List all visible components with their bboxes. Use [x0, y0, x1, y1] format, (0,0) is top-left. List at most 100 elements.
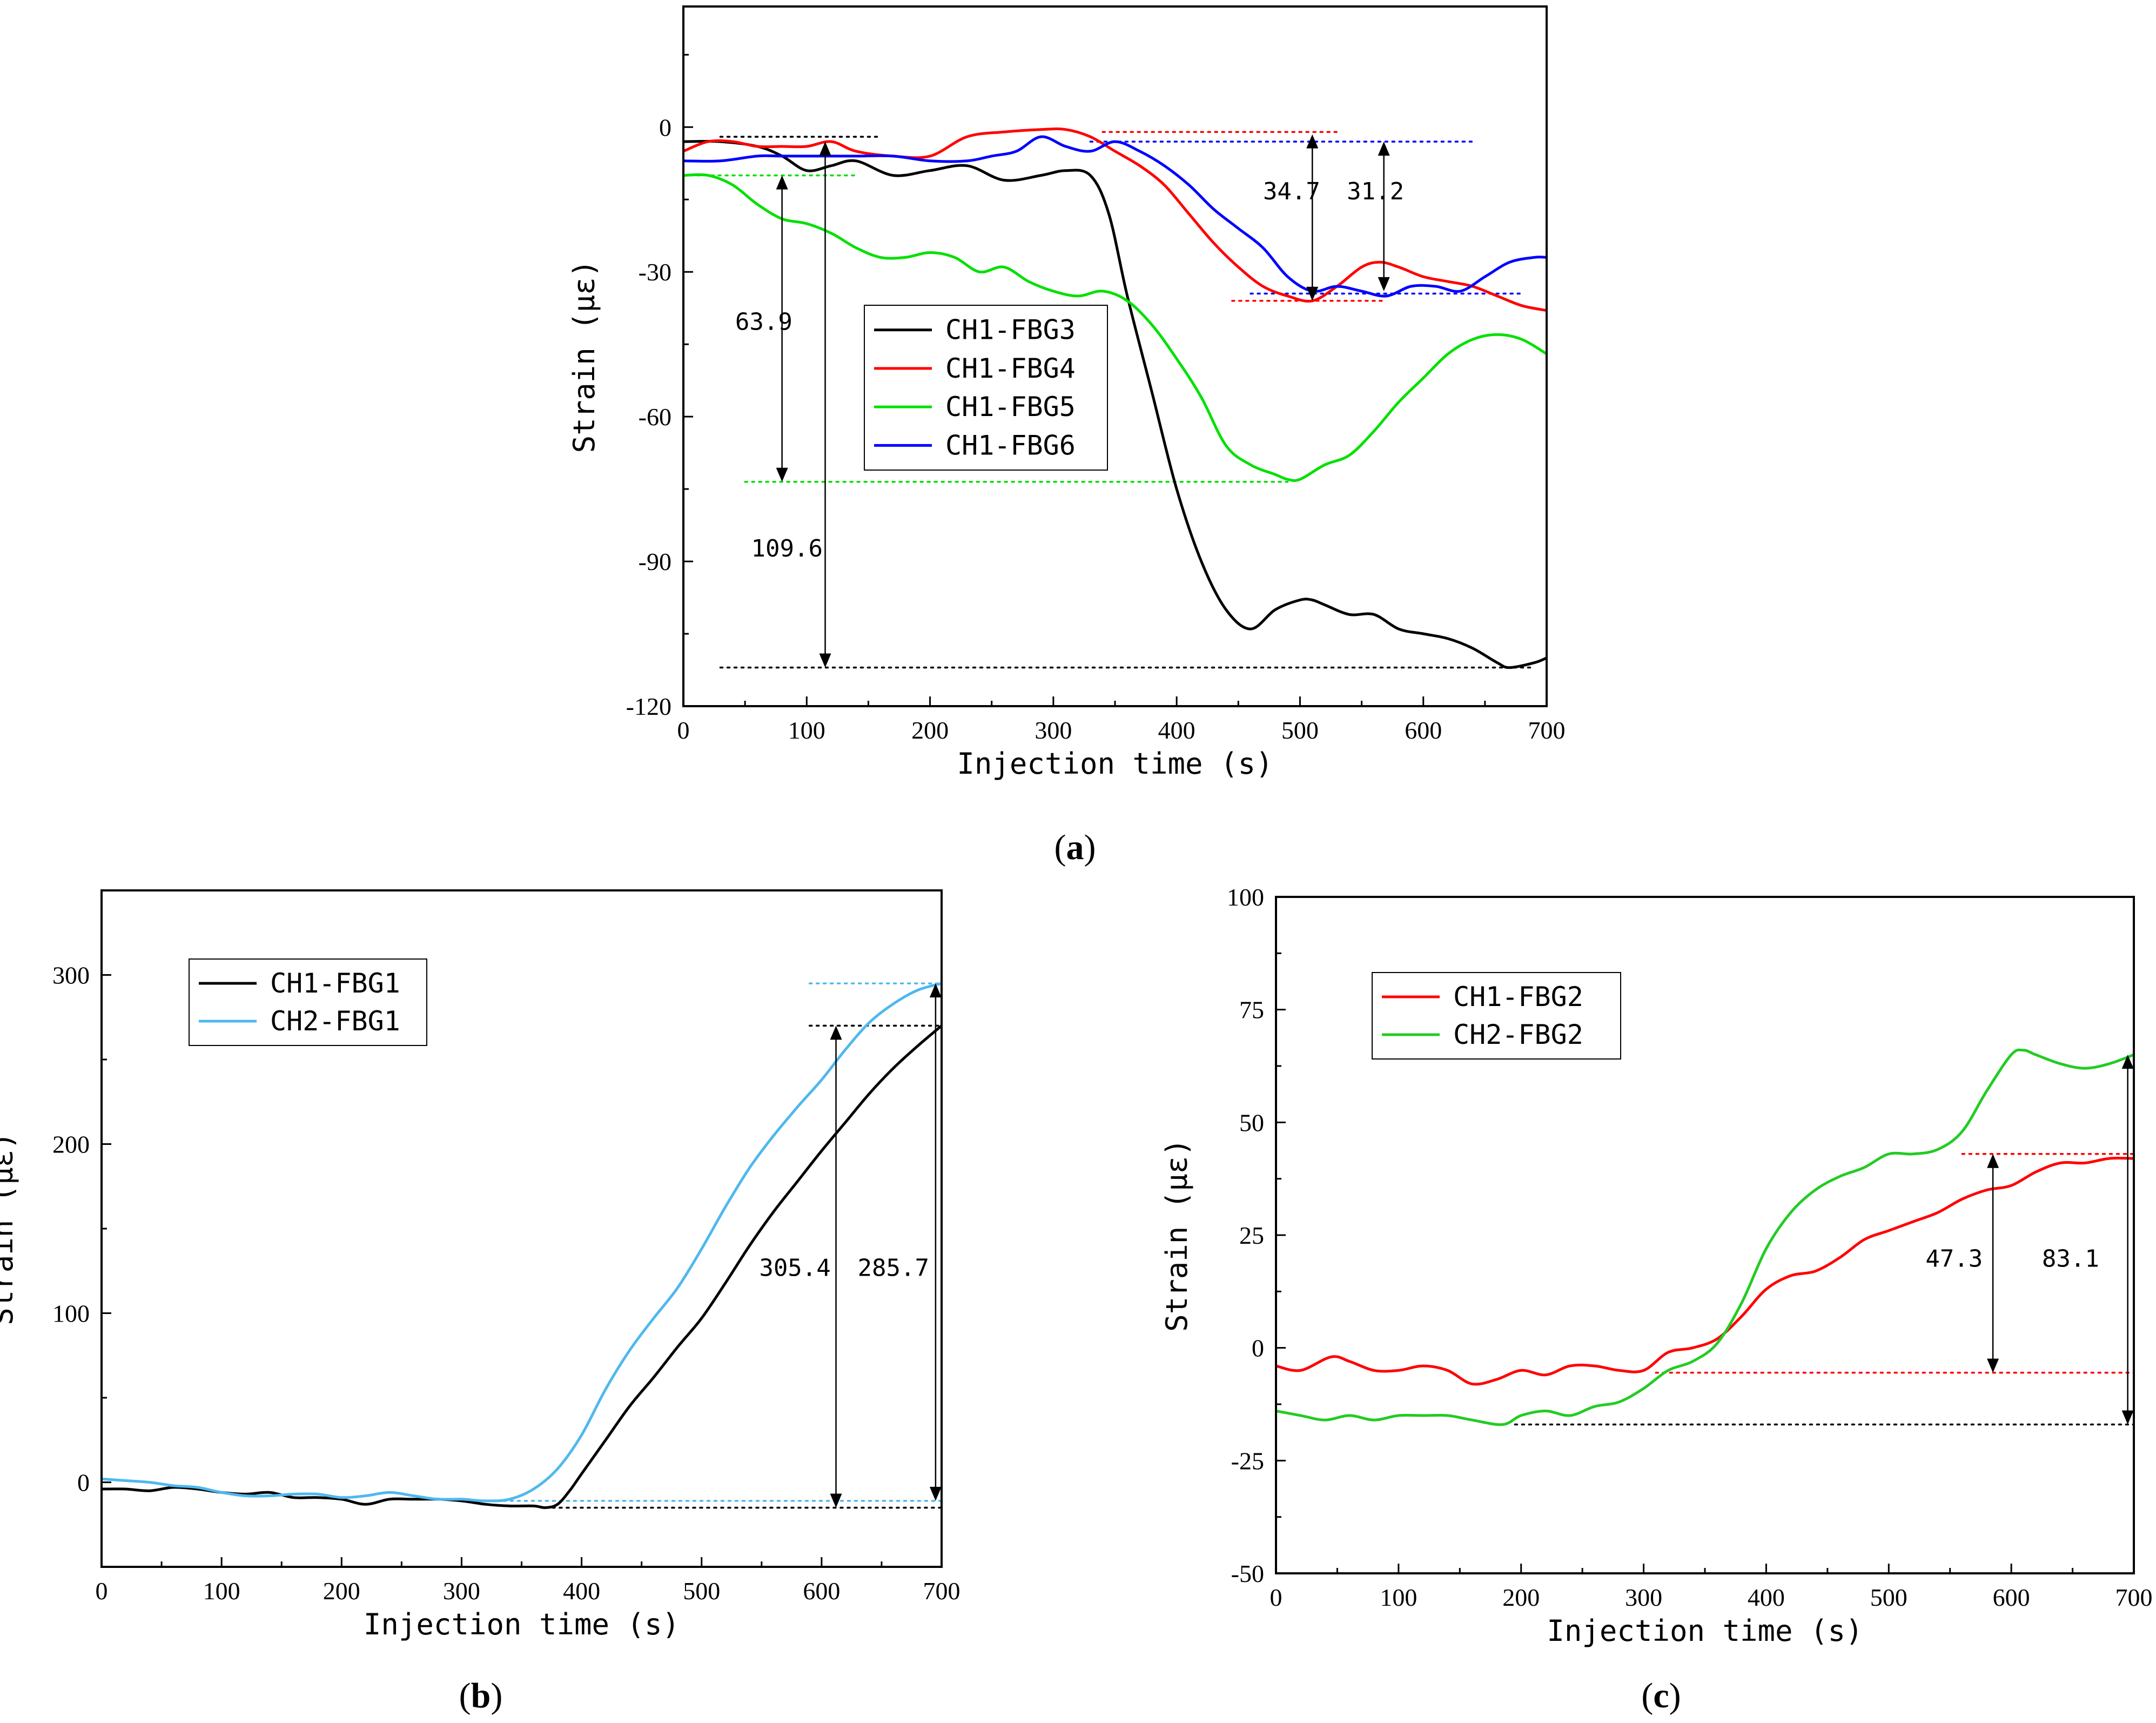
arrow-head-up: [830, 1025, 842, 1040]
plot-area: [683, 128, 1547, 669]
panel-label-letter: a: [1066, 828, 1084, 867]
arrow-head-down: [2121, 1410, 2134, 1425]
panel-b: 0 100 200 300 400 500 600 700 0 100 200 300 305.4 285…: [0, 889, 961, 1715]
x-tick-label: 700: [1528, 716, 1566, 744]
plot-frame: [682, 5, 1548, 707]
x-tick-label: 0: [1270, 1584, 1282, 1611]
x-tick-label: 100: [203, 1577, 240, 1605]
panel-label-open: (: [459, 1676, 471, 1715]
y-tick-label: 50: [1239, 1109, 1264, 1136]
legend-entry: CH1-FBG3: [945, 314, 1076, 346]
y-tick-label: -30: [639, 258, 671, 286]
x-tick-label: 100: [788, 716, 825, 744]
y-tick-label: 0: [1252, 1335, 1264, 1362]
y-tick-label: 25: [1239, 1222, 1264, 1249]
series-line-ch1-fbg6: [683, 135, 1547, 298]
series-line-ch2-fbg1: [102, 982, 942, 1503]
panel-label: (a): [1055, 828, 1096, 867]
series-line-ch1-fbg5: [683, 173, 1547, 482]
x-tick-label: 500: [683, 1577, 720, 1605]
x-tick-label: 0: [677, 716, 690, 744]
arrow-head-down: [929, 1486, 942, 1501]
x-tick-label: 700: [923, 1577, 961, 1605]
x-tick-label: 500: [1281, 716, 1319, 744]
x-axis-title: Injection time (s): [364, 1607, 680, 1641]
legend: CH1-FBG2 CH2-FBG2: [1372, 972, 1621, 1060]
arrow-head-down: [819, 653, 831, 668]
legend: CH1-FBG1 CH2-FBG1: [189, 958, 427, 1046]
arrow-head-up: [1306, 134, 1319, 149]
x-axis-title: Injection time (s): [1547, 1614, 1863, 1648]
x-tick-label: 600: [1993, 1584, 2030, 1611]
x-tick-label: 200: [1502, 1584, 1540, 1611]
x-tick-label: 300: [1625, 1584, 1662, 1611]
legend-entry: CH2-FBG1: [270, 1005, 400, 1037]
series-line-ch2-fbg2: [1276, 1048, 2134, 1426]
arrow-head-down: [776, 467, 788, 482]
y-tick-label: -25: [1231, 1447, 1264, 1474]
arrow-head-up: [1378, 142, 1390, 156]
plot-frame: [100, 889, 943, 1568]
plot-area: [1276, 1048, 2134, 1426]
y-tick-label: 100: [52, 1300, 90, 1328]
x-tick-label: 600: [803, 1577, 840, 1605]
y-tick-label: -60: [639, 403, 671, 431]
x-tick-label: 700: [2115, 1584, 2153, 1611]
series-line-ch1-fbg3: [683, 139, 1547, 669]
arrow-head-down: [830, 1493, 842, 1508]
y-tick-label: -90: [639, 548, 671, 575]
legend-entry: CH1-FBG1: [270, 968, 400, 999]
panel-label-open: (: [1055, 828, 1066, 867]
legend-box: [1372, 972, 1621, 1060]
annotation-label: 31.2: [1347, 178, 1404, 205]
legend-entry: CH2-FBG2: [1453, 1019, 1583, 1050]
arrow-head-down: [1987, 1358, 1999, 1373]
y-tick-label: 75: [1239, 996, 1264, 1024]
y-tick-label: 0: [77, 1469, 90, 1497]
legend-entry: CH1-FBG6: [945, 430, 1076, 461]
annotation-label: 305.4: [759, 1255, 830, 1282]
x-tick-label: 300: [1035, 716, 1072, 744]
panel-c: 0 100 200 300 400 500 600 700 -50 -25 0 25 50 75 100 47…: [1160, 883, 2153, 1715]
annotation-label: 47.3: [1925, 1245, 1983, 1272]
y-tick-label: 100: [1227, 883, 1264, 911]
x-tick-label: 200: [323, 1577, 360, 1605]
y-tick-label: -120: [626, 693, 671, 720]
arrow-head-up: [1987, 1154, 1999, 1168]
x-tick-label: 400: [1158, 716, 1195, 744]
x-tick-label: 600: [1405, 716, 1442, 744]
series-line-ch1-fbg1: [102, 1024, 942, 1509]
legend: CH1-FBG3 CH1-FBG4 CH1-FBG5 CH1-FBG6: [864, 305, 1108, 471]
arrow-head-up: [776, 175, 788, 190]
panel-a: 0 100 200 300 400 500 600 700 -120 -90 -60 -30 0 63.9…: [567, 5, 1566, 867]
annotation-label: 109.6: [751, 535, 823, 562]
x-tick-label: 300: [443, 1577, 480, 1605]
legend-box: [864, 305, 1108, 471]
annotation-label: 34.7: [1263, 178, 1320, 205]
y-axis-title: Strain (με): [1160, 1138, 1194, 1332]
legend-entry: CH1-FBG4: [945, 353, 1076, 384]
arrow-head-down: [1306, 286, 1319, 301]
annotation-label: 83.1: [2042, 1245, 2099, 1272]
x-tick-label: 400: [563, 1577, 600, 1605]
legend-box: [189, 958, 427, 1046]
panel-label-open: (: [1641, 1676, 1653, 1715]
series-line-ch1-fbg2: [1276, 1156, 2134, 1386]
x-tick-label: 500: [1870, 1584, 1908, 1611]
x-tick-label: 0: [96, 1577, 108, 1605]
legend-entry: CH1-FBG2: [1453, 981, 1583, 1013]
y-tick-label: 0: [659, 113, 671, 141]
x-tick-label: 200: [911, 716, 949, 744]
x-axis-title: Injection time (s): [957, 747, 1273, 781]
arrow-head-up: [929, 983, 942, 998]
arrow-head-down: [1378, 277, 1390, 291]
y-axis-title: Strain (με): [0, 1132, 19, 1325]
y-axis-title: Strain (με): [567, 260, 601, 453]
panel-label-close: ): [1084, 828, 1096, 867]
y-tick-label: 300: [52, 962, 90, 989]
y-tick-label: 200: [52, 1131, 90, 1158]
plot-area: [102, 982, 942, 1509]
series-line-ch1-fbg4: [683, 128, 1547, 312]
arrow-head-up: [819, 142, 831, 156]
